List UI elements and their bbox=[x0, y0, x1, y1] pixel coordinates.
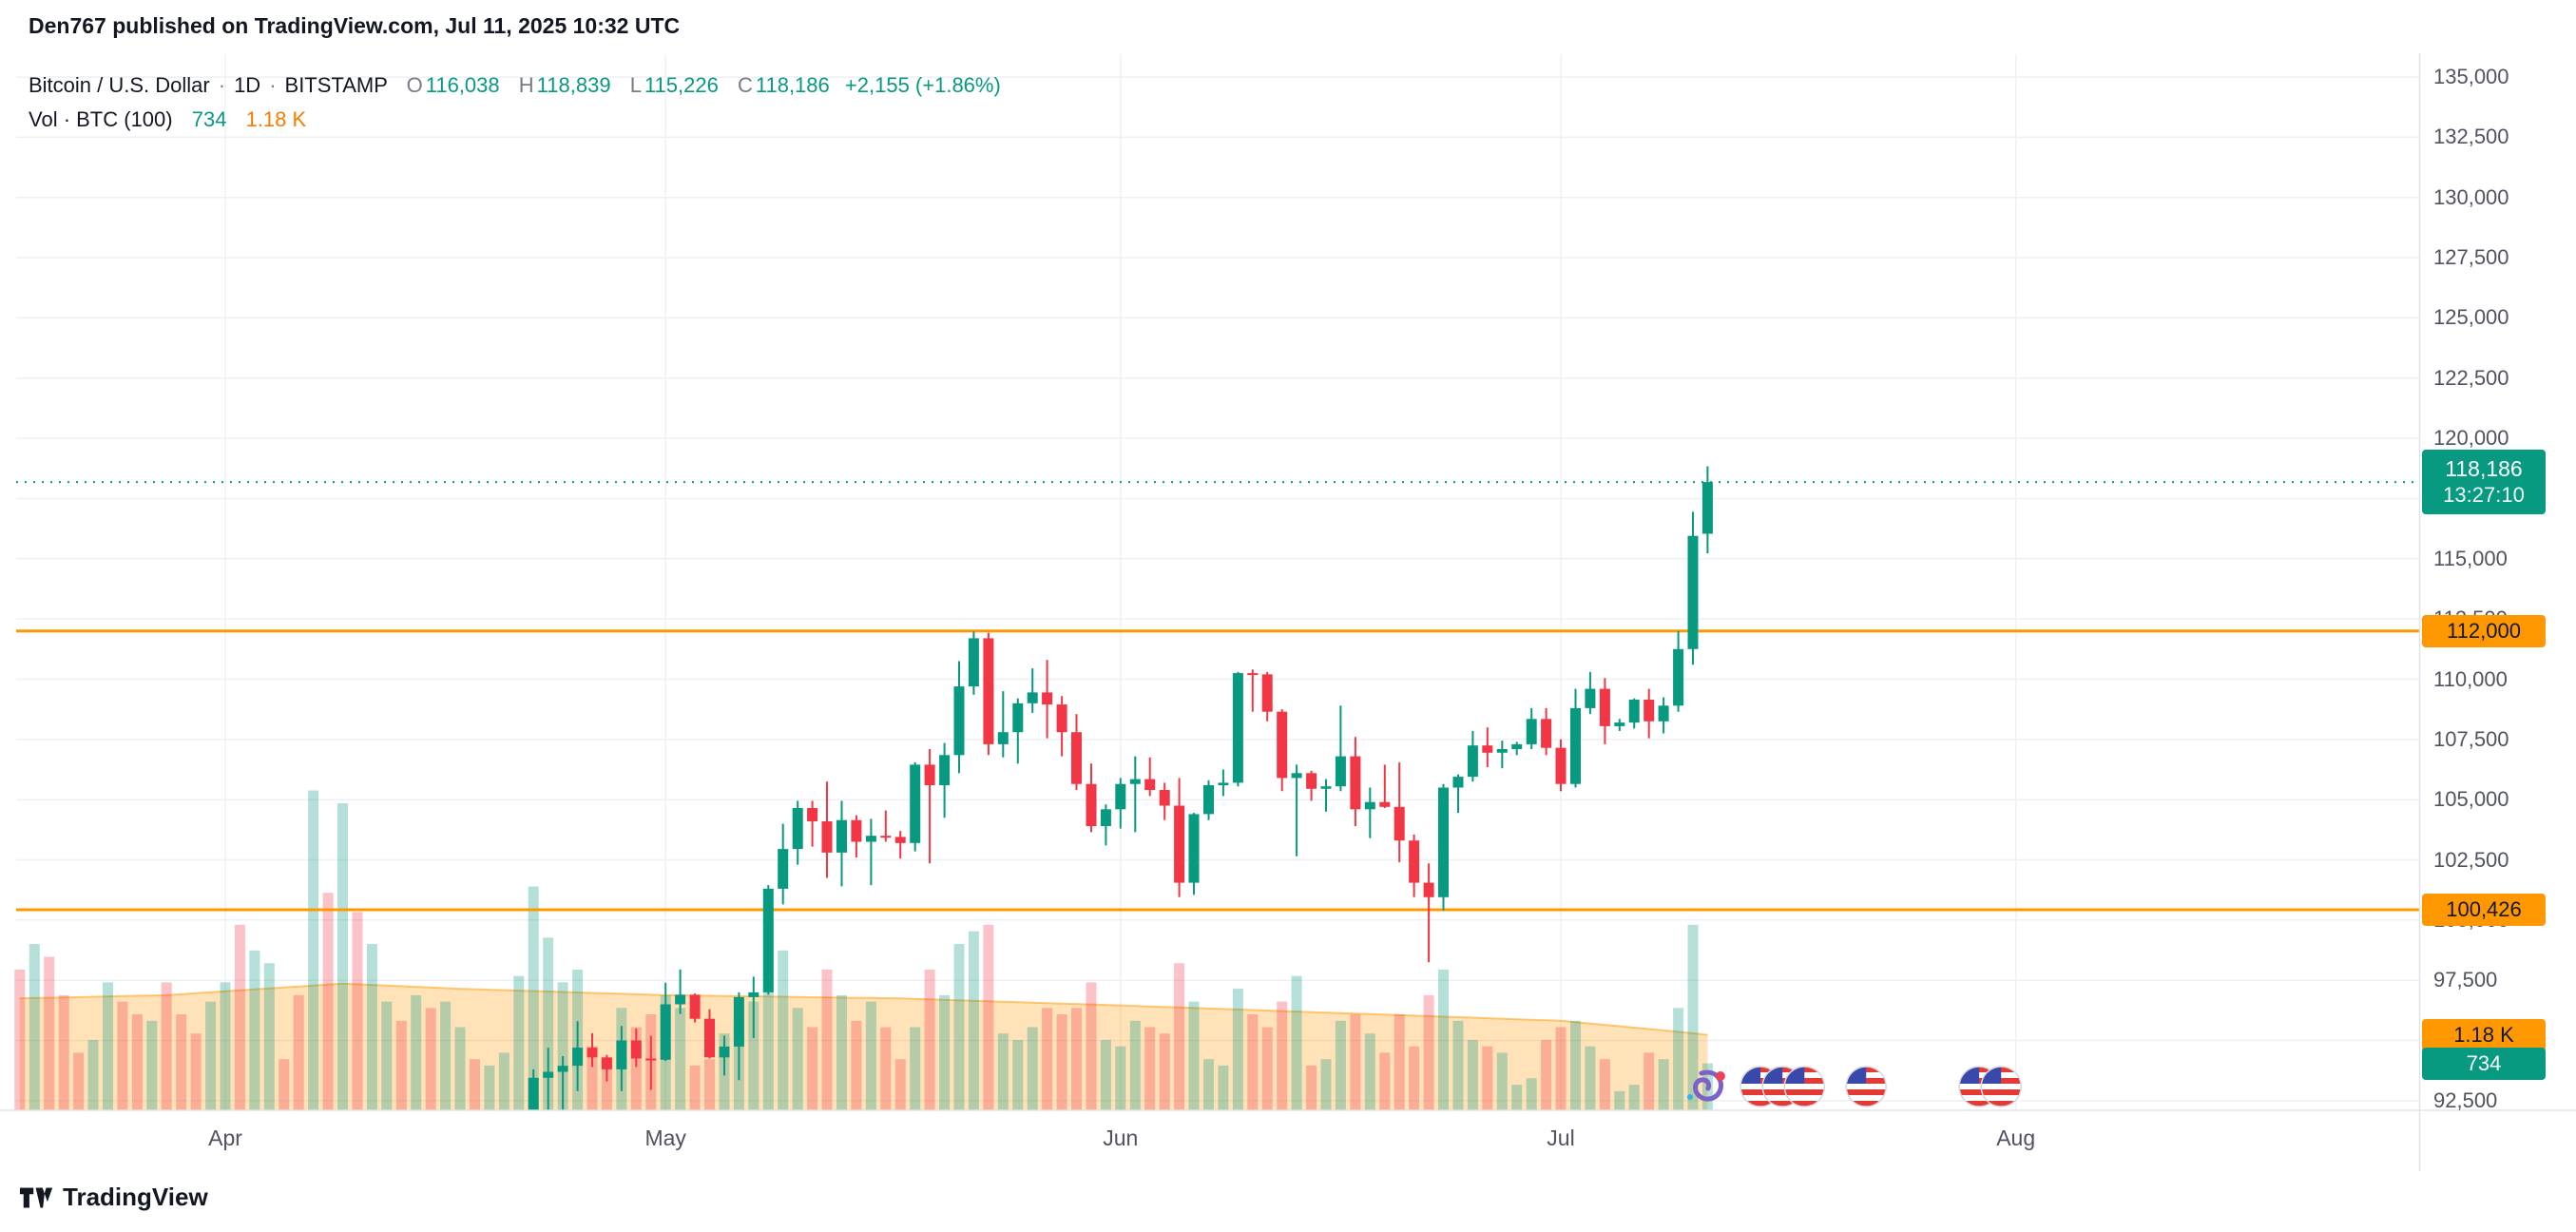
price-tick-label: 132,500 bbox=[2433, 125, 2509, 149]
volume-bars bbox=[14, 790, 1713, 1110]
price-tick-label: 122,500 bbox=[2433, 365, 2509, 390]
volume-value-badge: 734 bbox=[2422, 1047, 2546, 1080]
price-tick-label: 110,000 bbox=[2433, 666, 2508, 691]
symbol-legend-row: Bitcoin / U.S. Dollar · 1D · BITSTAMP O 116,0… bbox=[29, 68, 1001, 103]
price-tick-label: 102,500 bbox=[2433, 847, 2509, 872]
price-tick-label: 107,500 bbox=[2433, 726, 2509, 751]
high-value: 118,839 bbox=[536, 73, 611, 97]
us-flag-sticker[interactable] bbox=[1783, 1066, 1826, 1107]
low-value: 115,226 bbox=[644, 73, 719, 97]
time-axis-month-label: Jun bbox=[1103, 1126, 1139, 1150]
price-tick-label: 125,000 bbox=[2433, 305, 2509, 330]
last-price-badge: 118,186 13:27:10 bbox=[2422, 450, 2546, 515]
volume-ma-value: 1.18 K bbox=[245, 107, 307, 131]
change-value: +2,155 (+1.86%) bbox=[844, 73, 1001, 97]
close-key: C bbox=[737, 73, 753, 97]
price-tick-label: 135,000 bbox=[2433, 65, 2509, 89]
price-tick-label: 130,000 bbox=[2433, 184, 2509, 209]
symbol-title[interactable]: Bitcoin / U.S. Dollar bbox=[29, 73, 210, 97]
legend-separator: · bbox=[269, 73, 277, 97]
price-tick-label: 115,000 bbox=[2433, 546, 2508, 570]
exchange-label[interactable]: BITSTAMP bbox=[284, 73, 388, 97]
tradingview-logo-text: TradingView bbox=[63, 1183, 208, 1211]
time-axis-month-label: Apr bbox=[208, 1126, 242, 1150]
price-tick-label: 127,500 bbox=[2433, 245, 2509, 270]
candlestick-series bbox=[528, 466, 1713, 1110]
time-axis-month-label: May bbox=[644, 1126, 686, 1150]
price-tick-label: 92,500 bbox=[2433, 1088, 2498, 1112]
time-axis-month-label: Jul bbox=[1547, 1126, 1575, 1150]
volume-indicator-label[interactable]: Vol · BTC (100) bbox=[29, 107, 173, 131]
legend-separator: · bbox=[218, 73, 226, 97]
last-price-value: 118,186 bbox=[2445, 456, 2523, 482]
price-level-badge: 100,426 bbox=[2422, 894, 2546, 926]
volume-ma-line bbox=[19, 982, 1708, 1036]
volume-ma-area bbox=[19, 983, 1708, 1110]
high-key: H bbox=[518, 73, 534, 97]
price-tick-label: 105,000 bbox=[2433, 787, 2509, 812]
tradingview-logo[interactable]: TradingView bbox=[19, 1183, 208, 1212]
publish-attribution-text: Den767 published on TradingView.com, Jul… bbox=[29, 13, 681, 38]
low-key: L bbox=[629, 73, 642, 97]
price-level-badge: 112,000 bbox=[2422, 614, 2546, 647]
close-value: 118,186 bbox=[755, 73, 830, 97]
volume-ma-badge: 1.18 K bbox=[2422, 1018, 2546, 1051]
volume-legend-row: Vol · BTC (100) 734 1.18 K bbox=[29, 103, 1001, 137]
open-value: 116,038 bbox=[425, 73, 500, 97]
bar-close-countdown: 13:27:10 bbox=[2443, 483, 2525, 508]
price-tick-label: 97,500 bbox=[2433, 968, 2498, 992]
publish-header: Den767 published on TradingView.com, Jul… bbox=[0, 0, 2576, 53]
sparkle-swirl-sticker[interactable] bbox=[1686, 1069, 1725, 1102]
chart-legend: Bitcoin / U.S. Dollar · 1D · BITSTAMP O 116,0… bbox=[29, 68, 1001, 137]
time-axis-month-label: Aug bbox=[1996, 1126, 2036, 1150]
tradingview-logo-icon bbox=[19, 1184, 55, 1212]
interval-label[interactable]: 1D bbox=[234, 73, 261, 97]
open-key: O bbox=[406, 73, 423, 97]
volume-value: 734 bbox=[191, 107, 227, 131]
us-flag-sticker[interactable] bbox=[1980, 1066, 2022, 1107]
price-tick-label: 120,000 bbox=[2433, 426, 2509, 451]
